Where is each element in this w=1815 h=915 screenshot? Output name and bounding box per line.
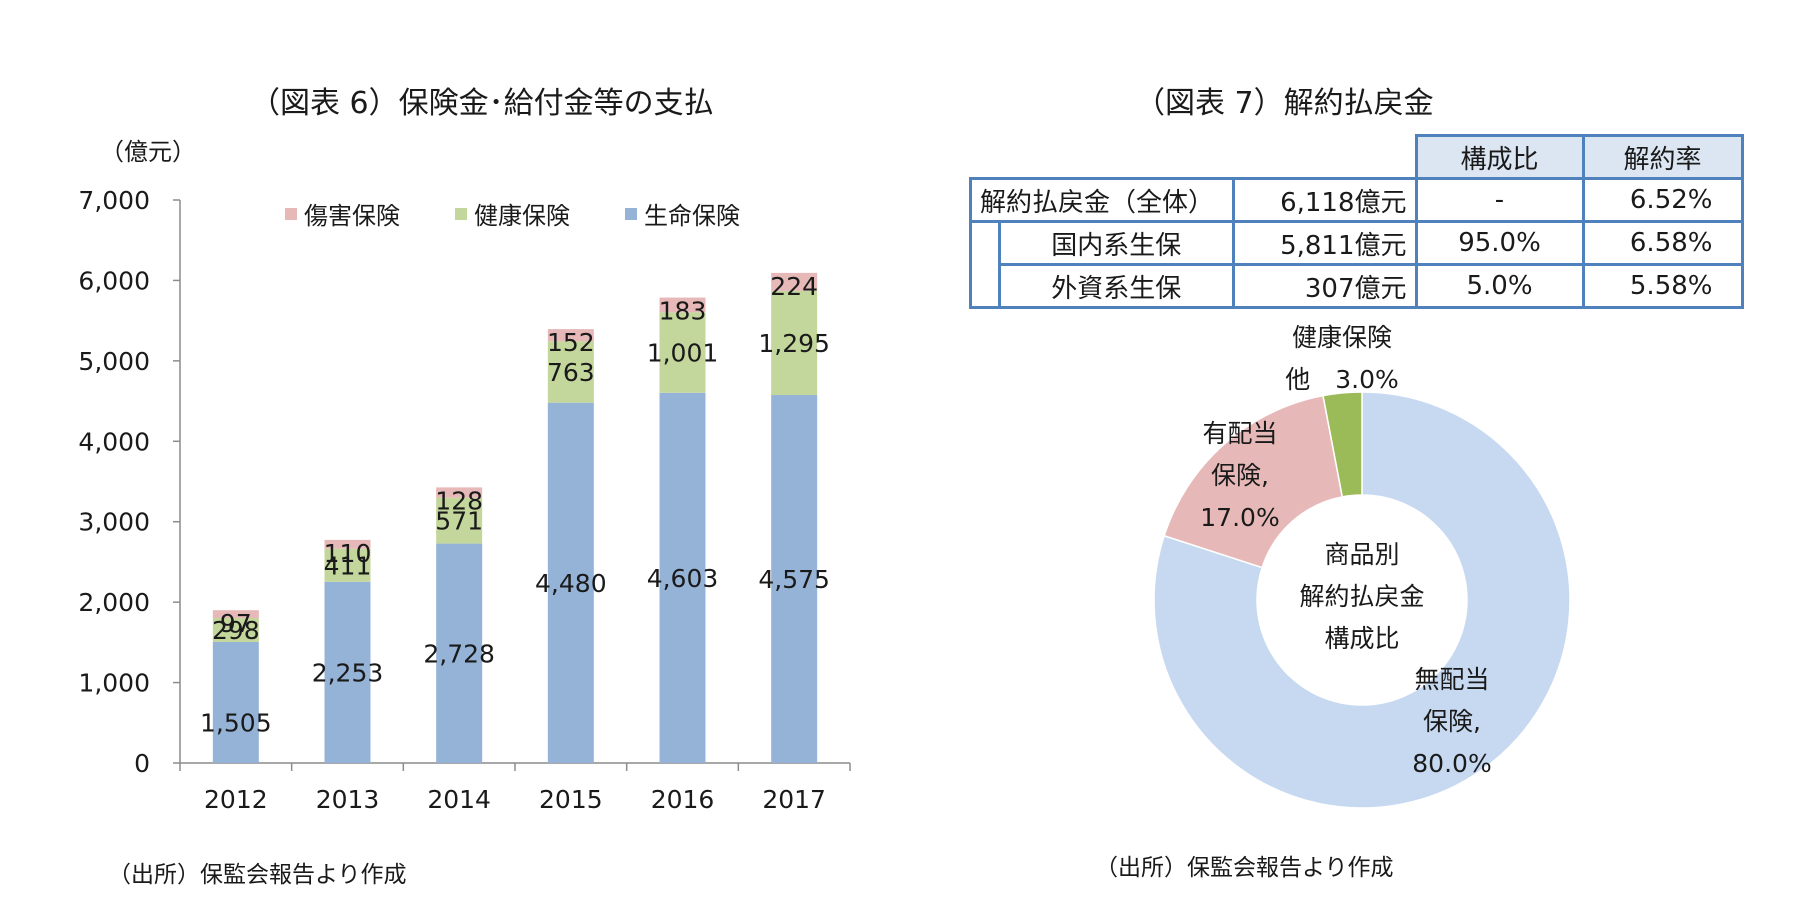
table-row-total: 解約払戻金（全体） 6,118億元 - 6.52%: [969, 177, 1744, 223]
x-tick-label: 2016: [651, 785, 715, 814]
table-row-foreign: 外資系生保 307億元 5.0% 5.58%: [969, 263, 1744, 309]
header-share: 構成比: [1414, 134, 1585, 180]
row-amount: 6,118億元: [1231, 177, 1418, 223]
legend-item: 健康保険: [474, 202, 570, 230]
data-label: 2,253: [312, 658, 384, 687]
bar-segment: [324, 581, 371, 763]
slice-label: 17.0%: [1200, 503, 1279, 532]
cancellation-table: 構成比 解約率 解約払戻金（全体） 6,118億元 - 6.52% 国内系生保 …: [969, 134, 1744, 309]
y-tick-label: 0: [134, 749, 150, 778]
legend-swatch: [625, 208, 637, 220]
donut-center-label: 商品別: [1324, 540, 1399, 569]
y-tick-label: 7,000: [78, 186, 150, 215]
donut-slice: [1163, 394, 1344, 569]
data-label: 224: [770, 272, 818, 301]
bar-segment: [436, 487, 483, 498]
row-rate: 5.58%: [1581, 263, 1744, 309]
donut-center-label: 解約払戻金: [1299, 582, 1424, 611]
bar-segment: [547, 341, 594, 403]
bar-segment: [212, 617, 259, 642]
data-label: 97: [220, 609, 252, 638]
x-tick-label: 2014: [427, 785, 491, 814]
legend-swatch: [285, 208, 297, 220]
bar-segment: [659, 312, 706, 393]
data-label: 763: [547, 358, 595, 387]
bar-segment: [771, 290, 818, 396]
left-source-note: （出所）保監会報告より作成: [108, 862, 407, 888]
data-label: 411: [324, 551, 372, 580]
bar-segment: [212, 641, 259, 763]
legend-item: 生命保険: [644, 202, 740, 230]
bar-segment: [212, 610, 259, 618]
bar-segment: [547, 402, 594, 763]
legend-item: 傷害保険: [304, 202, 400, 230]
y-tick-label: 5,000: [78, 347, 150, 376]
slice-label: 他 3.0%: [1285, 365, 1399, 394]
data-label: 128: [435, 486, 483, 515]
row-share: -: [1414, 177, 1585, 223]
row-label: 国内系生保: [998, 220, 1235, 266]
donut-slice: [1153, 391, 1571, 809]
data-label: 183: [659, 297, 707, 326]
slice-label: 健康保険: [1292, 323, 1392, 352]
row-rate: 6.58%: [1581, 220, 1744, 266]
row-amount: 307億元: [1231, 263, 1418, 309]
slice-label: 有配当: [1202, 419, 1277, 448]
x-tick-label: 2013: [316, 785, 380, 814]
row-rate: 6.52%: [1581, 177, 1744, 223]
slice-label: 無配当: [1414, 665, 1489, 694]
x-tick-label: 2017: [762, 785, 826, 814]
data-label: 152: [547, 328, 595, 357]
header-rate: 解約率: [1581, 134, 1744, 180]
stacked-bar-chart: （億元） 0 1,000 2,000 3,000 4,000 5,000 6,000 7,000…: [78, 138, 851, 814]
row-amount: 5,811億元: [1231, 220, 1418, 266]
donut-center-label: 構成比: [1324, 624, 1399, 653]
table-row-domestic: 国内系生保 5,811億元 95.0% 6.58%: [969, 220, 1744, 266]
donut-slice: [1322, 391, 1363, 498]
y-tick-label: 6,000: [78, 266, 150, 295]
y-axis-unit-label: （億元）: [100, 138, 196, 166]
bar-segment: [771, 272, 818, 291]
slice-label: 80.0%: [1412, 749, 1491, 778]
legend-swatch: [455, 208, 467, 220]
bar-segment: [771, 395, 818, 763]
bar-segment: [324, 548, 371, 582]
data-label: 1,295: [758, 329, 830, 358]
data-label: 1,505: [200, 708, 272, 737]
data-label: 4,480: [535, 569, 607, 598]
data-label: 2,728: [423, 639, 495, 668]
data-label: 110: [324, 539, 372, 568]
bar-segment: [324, 539, 371, 549]
bar-segment: [547, 329, 594, 342]
y-tick-label: 2,000: [78, 588, 150, 617]
data-label: 4,575: [758, 565, 830, 594]
y-tick-label: 1,000: [78, 669, 150, 698]
bar-segment: [436, 543, 483, 763]
row-share: 5.0%: [1414, 263, 1585, 309]
x-tick-label: 2015: [539, 785, 603, 814]
right-source-note: （出所）保監会報告より作成: [1095, 855, 1394, 881]
row-label: 外資系生保: [998, 263, 1235, 309]
data-label: 1,001: [647, 339, 719, 368]
row-share: 95.0%: [1414, 220, 1585, 266]
row-label: 解約払戻金（全体）: [969, 177, 1235, 223]
bar-segment: [436, 497, 483, 544]
right-chart-title: （図表 7）解約払戻金: [1135, 86, 1434, 121]
slice-label: 保険,: [1211, 461, 1269, 490]
y-tick-label: 3,000: [78, 508, 150, 537]
data-label: 571: [435, 507, 483, 536]
x-tick-label: 2012: [204, 785, 268, 814]
data-label: 4,603: [647, 564, 719, 593]
slice-label: 保険,: [1423, 707, 1481, 736]
bar-segment: [659, 392, 706, 763]
left-chart-title: （図表 6）保険金･給付金等の支払: [250, 86, 714, 121]
table-header-row: 構成比 解約率: [971, 134, 1744, 180]
y-tick-label: 4,000: [78, 427, 150, 456]
data-label: 298: [212, 616, 260, 645]
bar-segment: [659, 297, 706, 313]
